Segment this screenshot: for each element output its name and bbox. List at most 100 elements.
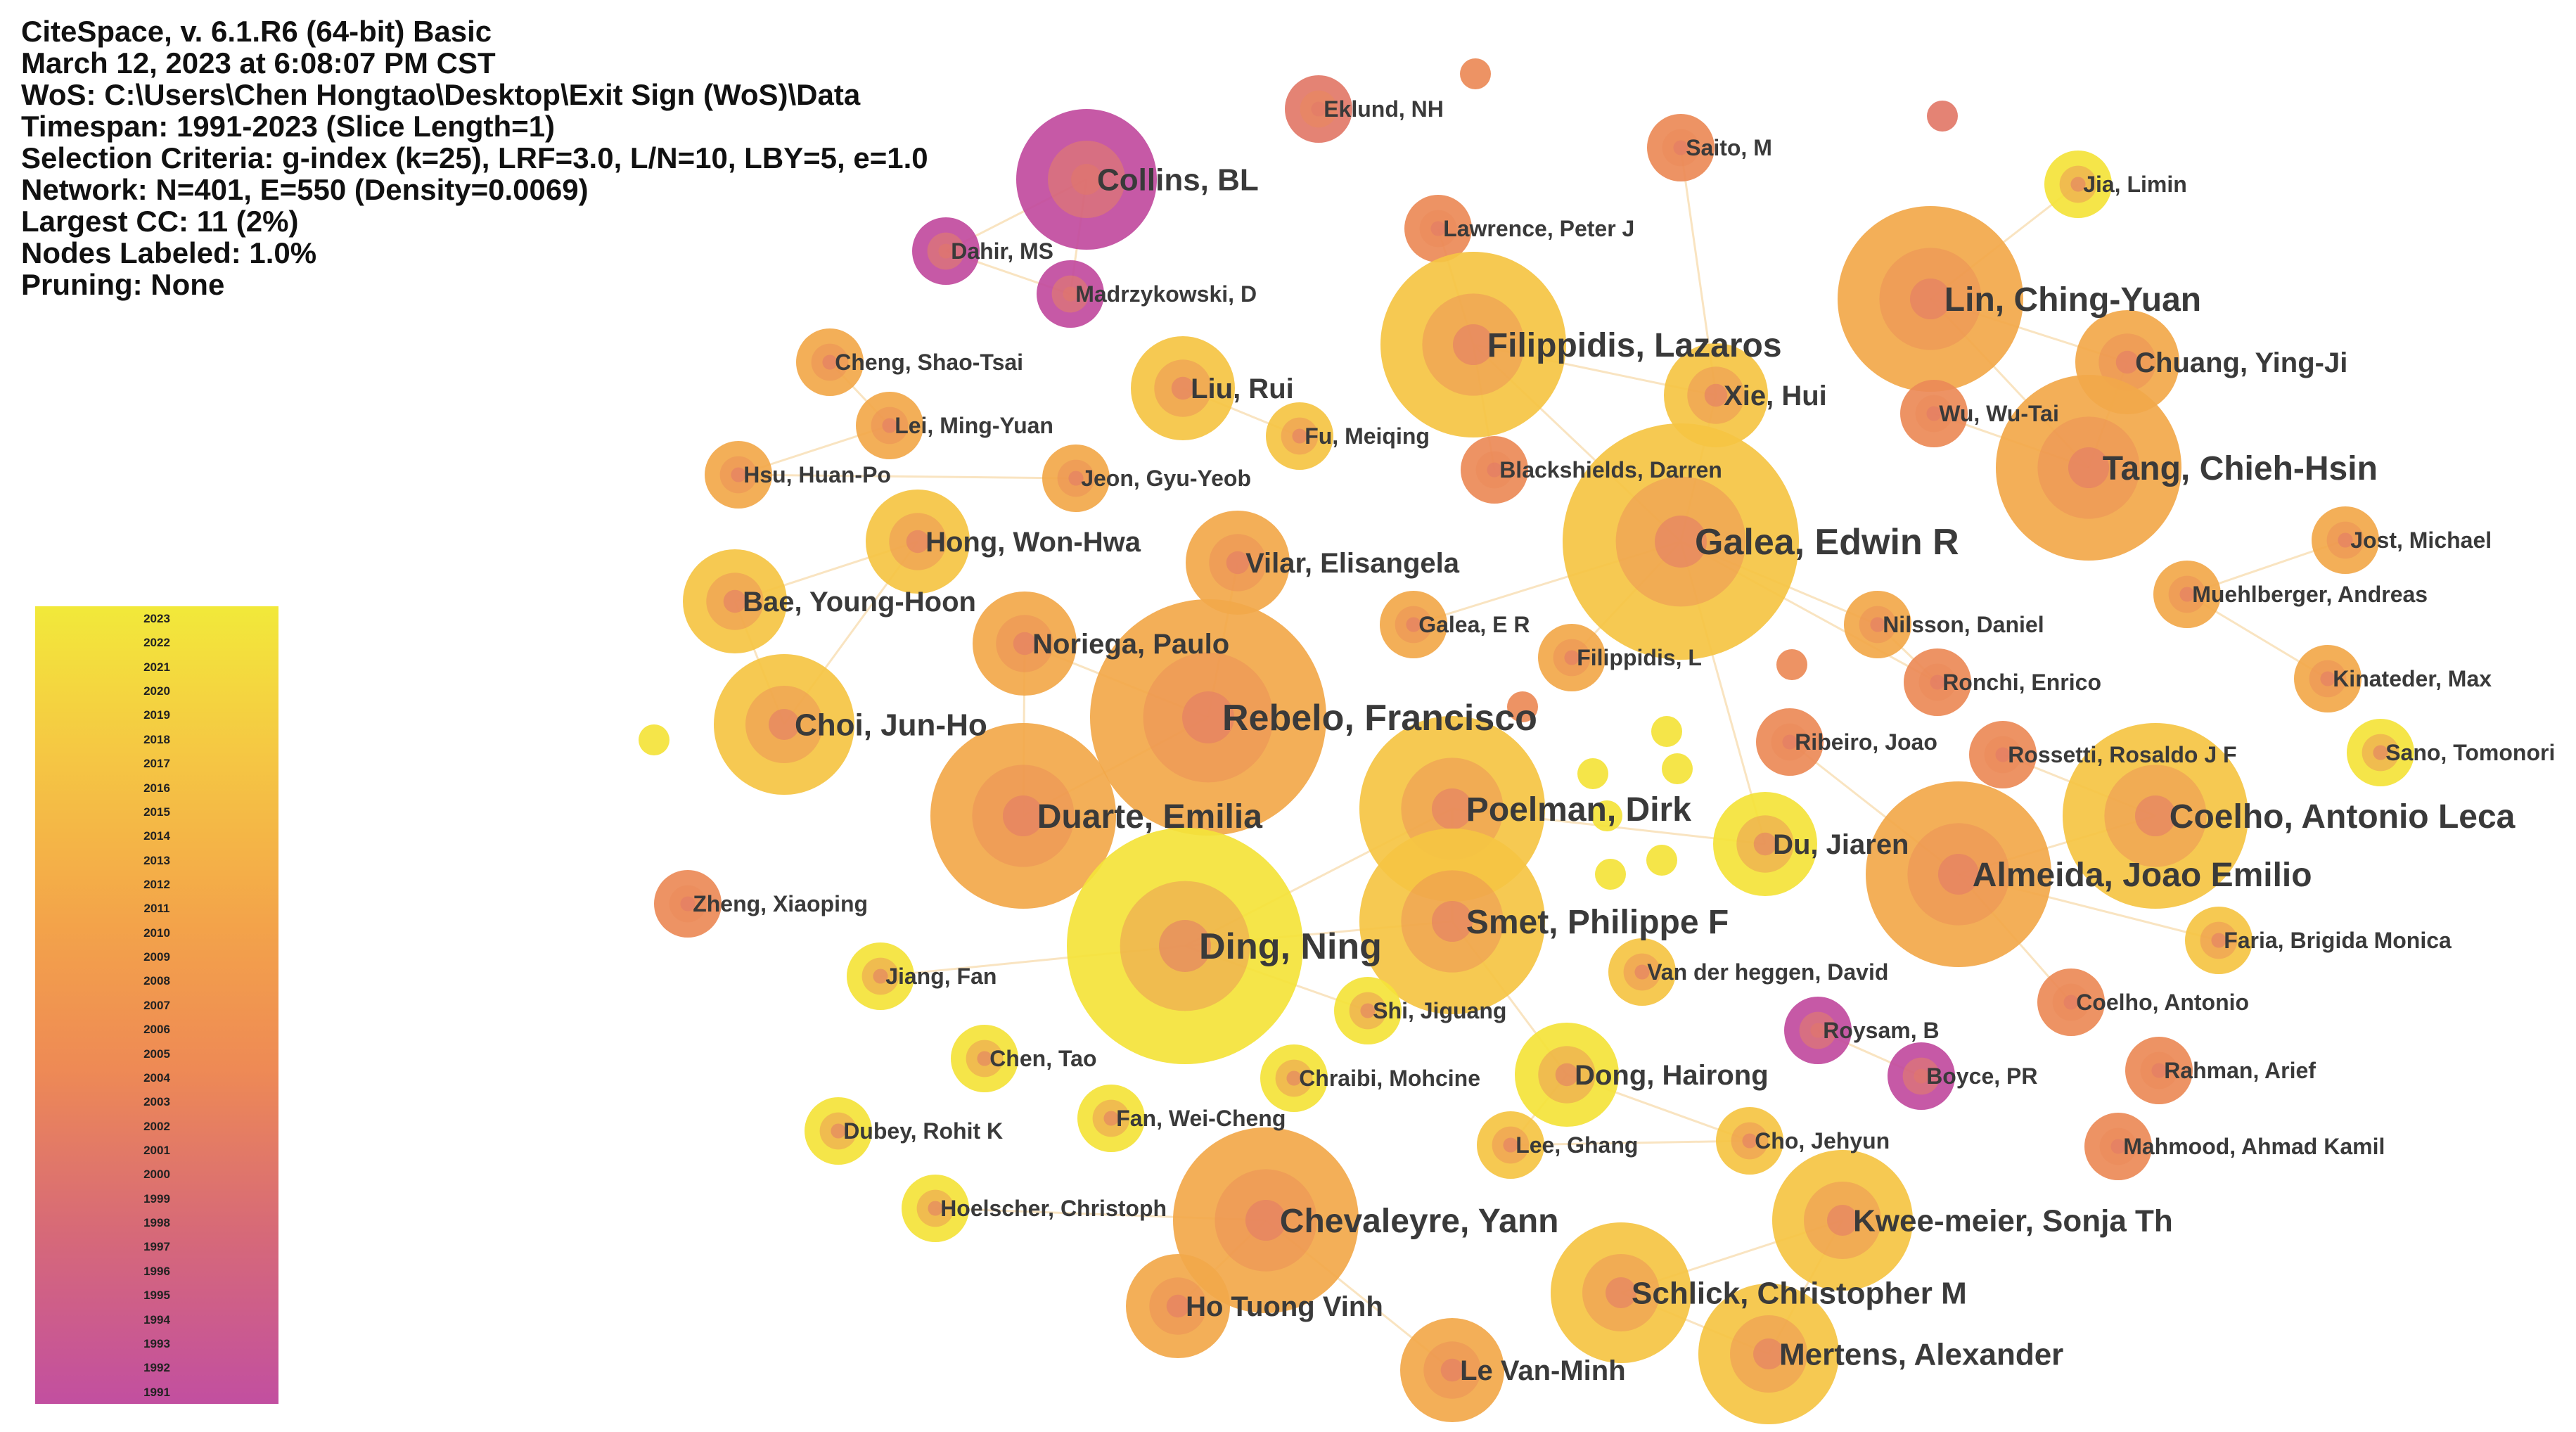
author-node[interactable] [1507, 691, 1538, 722]
author-node[interactable] [1776, 649, 1807, 680]
author-node[interactable] [1380, 252, 1566, 437]
info-line: Nodes Labeled: 1.0% [21, 236, 317, 269]
author-node[interactable] [1927, 101, 1958, 132]
author-node[interactable] [1477, 1111, 1544, 1179]
author-node[interactable] [2153, 561, 2221, 628]
author-node[interactable] [973, 592, 1077, 696]
author-node[interactable] [2185, 907, 2253, 974]
author-node[interactable] [1266, 402, 1333, 470]
author-label: Ribeiro, Joao [1795, 729, 1937, 755]
author-node[interactable] [1608, 938, 1676, 1006]
info-line: CiteSpace, v. 6.1.R6 (64-bit) Basic [21, 15, 492, 48]
author-node[interactable] [1595, 859, 1626, 890]
author-node[interactable] [1900, 380, 1968, 447]
author-node[interactable] [1359, 829, 1545, 1014]
author-node[interactable] [654, 870, 722, 938]
info-line: Largest CC: 11 (2%) [21, 205, 299, 238]
author-label: Ding, Ning [1199, 926, 1382, 967]
author-node[interactable] [1647, 114, 1715, 181]
author-node[interactable] [1131, 336, 1235, 440]
author-node[interactable] [1716, 1107, 1783, 1175]
author-node[interactable] [912, 217, 980, 285]
author-node[interactable] [805, 1097, 872, 1165]
author-node[interactable] [1126, 1254, 1230, 1358]
author-node[interactable] [1016, 109, 1157, 250]
author-node[interactable] [2037, 968, 2105, 1036]
author-node[interactable] [714, 654, 854, 795]
author-node[interactable] [1713, 792, 1817, 896]
author-node[interactable] [1460, 58, 1491, 89]
author-label: Roysam, B [1823, 1018, 1939, 1043]
author-node[interactable] [1186, 511, 1290, 615]
info-line: Network: N=401, E=550 (Density=0.0069) [21, 173, 589, 206]
author-node[interactable] [856, 392, 923, 459]
author-node[interactable] [1838, 206, 2023, 392]
legend-year-label: 1995 [143, 1289, 170, 1303]
author-node[interactable] [1090, 599, 1326, 836]
author-label: Mertens, Alexander [1779, 1337, 2063, 1372]
legend-year-label: 2002 [143, 1119, 170, 1133]
author-label: Collins, BL [1097, 162, 1259, 197]
author-label: Duarte, Emilia [1037, 798, 1262, 836]
author-node[interactable] [1515, 1023, 1619, 1127]
author-node[interactable] [1334, 977, 1402, 1044]
author-node[interactable] [2044, 151, 2112, 218]
author-node[interactable] [1844, 591, 1911, 658]
author-node[interactable] [866, 490, 970, 594]
author-node[interactable] [1698, 1284, 1839, 1424]
author-node[interactable] [2125, 1037, 2193, 1104]
author-node[interactable] [1380, 591, 1447, 658]
author-node[interactable] [1664, 343, 1768, 447]
author-node[interactable] [951, 1025, 1018, 1092]
author-label: Schlick, Christopher M [1632, 1276, 1967, 1310]
author-node[interactable] [847, 942, 914, 1010]
author-node[interactable] [1577, 758, 1608, 789]
author-node[interactable] [1888, 1042, 1955, 1110]
author-node[interactable] [1651, 716, 1682, 747]
author-node[interactable] [1772, 1150, 1913, 1291]
author-label: Noriega, Paulo [1032, 629, 1229, 660]
author-node[interactable] [1400, 1318, 1504, 1422]
author-node[interactable] [1756, 708, 1824, 776]
author-node[interactable] [1461, 436, 1528, 504]
author-node[interactable] [1662, 753, 1693, 784]
author-node[interactable] [1173, 1127, 1359, 1313]
author-node[interactable] [1866, 781, 2051, 967]
author-node[interactable] [1260, 1044, 1328, 1112]
author-node[interactable] [902, 1175, 969, 1242]
author-node[interactable] [2347, 719, 2414, 786]
author-node[interactable] [2063, 723, 2248, 909]
author-node[interactable] [796, 328, 864, 396]
author-label: Zheng, Xiaoping [693, 891, 868, 916]
author-label: Galea, Edwin R [1695, 522, 1959, 563]
author-node[interactable] [1969, 721, 2037, 788]
author-node[interactable] [1538, 624, 1606, 691]
info-line: Pruning: None [21, 268, 225, 301]
author-node[interactable] [2294, 645, 2362, 712]
author-label: Van der heggen, David [1647, 959, 1888, 985]
author-node[interactable] [1285, 75, 1352, 143]
author-node[interactable] [683, 549, 787, 653]
author-node[interactable] [1067, 828, 1303, 1064]
author-node[interactable] [2312, 506, 2379, 574]
author-node[interactable] [1784, 997, 1852, 1064]
author-node[interactable] [2084, 1113, 2152, 1180]
author-node[interactable] [1404, 195, 1472, 262]
author-node[interactable] [930, 723, 1116, 909]
author-node[interactable] [1591, 800, 1622, 831]
author-node[interactable] [1996, 375, 2181, 561]
legend-year-label: 2022 [143, 636, 170, 650]
legend-year-label: 1991 [143, 1385, 170, 1399]
author-label: Coelho, Antonio Leca [2170, 798, 2516, 836]
author-node[interactable] [705, 441, 772, 509]
author-node[interactable] [639, 724, 669, 755]
author-node[interactable] [1037, 260, 1104, 328]
author-node[interactable] [1646, 845, 1677, 876]
author-node[interactable] [1077, 1085, 1145, 1152]
author-label: Madrzykowski, D [1075, 281, 1257, 307]
author-node[interactable] [1551, 1222, 1691, 1363]
author-node[interactable] [1904, 648, 1971, 716]
author-label: Chen, Tao [989, 1046, 1096, 1071]
author-node[interactable] [1563, 423, 1799, 660]
author-node[interactable] [1042, 445, 1110, 512]
